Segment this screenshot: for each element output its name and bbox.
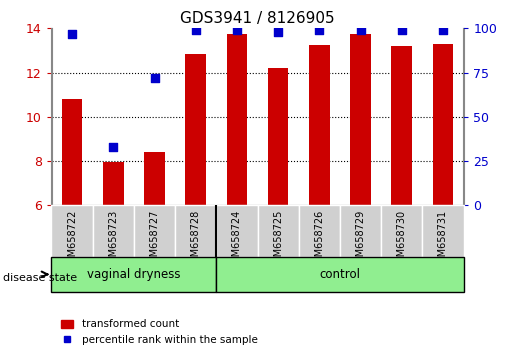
Bar	[268, 68, 288, 205]
Point	[439, 27, 447, 33]
FancyBboxPatch shape	[381, 205, 422, 257]
Bar	[62, 99, 82, 205]
FancyBboxPatch shape	[134, 205, 175, 257]
Text: GSM658725: GSM658725	[273, 210, 283, 269]
Point	[356, 27, 365, 33]
FancyBboxPatch shape	[422, 205, 464, 257]
Bar	[103, 162, 124, 205]
Text: GSM658726: GSM658726	[314, 210, 324, 269]
Point	[398, 27, 406, 33]
FancyBboxPatch shape	[175, 205, 216, 257]
Bar	[185, 54, 206, 205]
Bar	[309, 45, 330, 205]
Text: GSM658730: GSM658730	[397, 210, 407, 269]
Bar	[350, 34, 371, 205]
Title: GDS3941 / 8126905: GDS3941 / 8126905	[180, 11, 335, 26]
Point	[315, 27, 323, 33]
Text: GSM658723: GSM658723	[108, 210, 118, 269]
Bar	[227, 34, 247, 205]
Text: control: control	[319, 268, 360, 281]
Text: GSM658722: GSM658722	[67, 210, 77, 269]
Text: GSM658728: GSM658728	[191, 210, 201, 269]
Point	[68, 31, 76, 36]
Point	[109, 144, 117, 150]
Text: disease state: disease state	[3, 273, 77, 283]
Point	[233, 27, 241, 33]
Point	[274, 29, 282, 35]
Text: GSM658724: GSM658724	[232, 210, 242, 269]
Point	[192, 27, 200, 33]
Legend: transformed count, percentile rank within the sample: transformed count, percentile rank withi…	[57, 315, 262, 349]
Text: GSM658729: GSM658729	[355, 210, 366, 269]
Text: GSM658727: GSM658727	[149, 210, 160, 269]
Text: vaginal dryness: vaginal dryness	[87, 268, 181, 281]
FancyBboxPatch shape	[52, 205, 93, 257]
Bar	[144, 152, 165, 205]
FancyBboxPatch shape	[216, 257, 464, 292]
FancyBboxPatch shape	[299, 205, 340, 257]
Bar	[391, 46, 412, 205]
Text: GSM658731: GSM658731	[438, 210, 448, 269]
FancyBboxPatch shape	[93, 205, 134, 257]
FancyBboxPatch shape	[216, 205, 258, 257]
FancyBboxPatch shape	[258, 205, 299, 257]
Bar	[433, 44, 453, 205]
FancyBboxPatch shape	[340, 205, 381, 257]
Point	[150, 75, 159, 81]
FancyBboxPatch shape	[52, 257, 216, 292]
